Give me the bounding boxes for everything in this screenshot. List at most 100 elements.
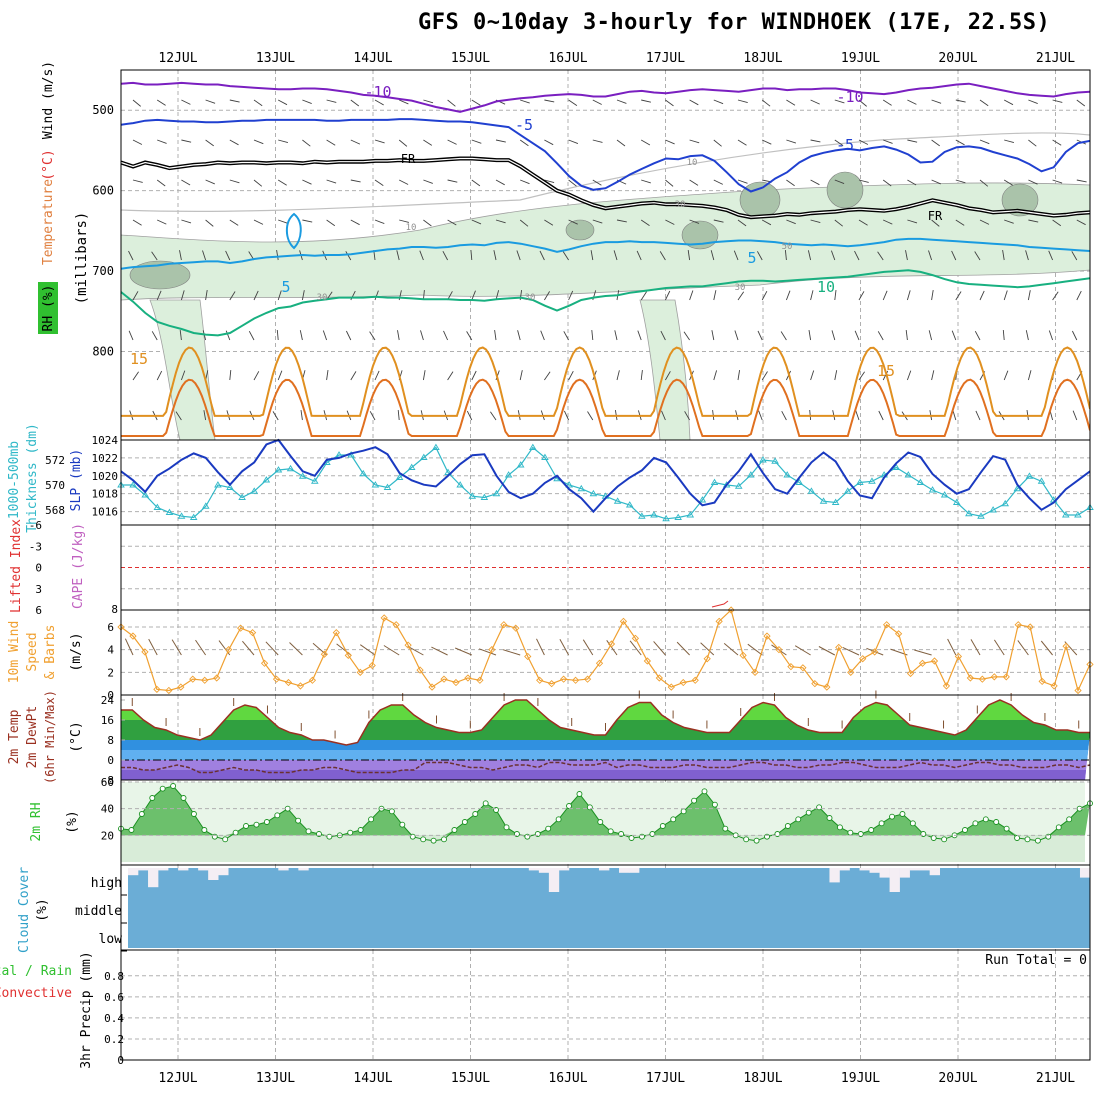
wind-speed-marker bbox=[272, 675, 281, 683]
wind-barb bbox=[299, 330, 303, 341]
wind-barb bbox=[345, 330, 352, 341]
rh-label: 30 bbox=[735, 283, 746, 293]
rh-marker bbox=[836, 824, 843, 831]
rh-label: 10 bbox=[406, 223, 417, 233]
rh-marker bbox=[597, 819, 604, 825]
wind-barb bbox=[689, 219, 700, 224]
wind-speed-marker bbox=[775, 646, 783, 654]
wind-barb bbox=[606, 640, 618, 656]
rh-marker bbox=[1034, 837, 1041, 844]
wind-barb bbox=[422, 370, 426, 381]
rh-marker bbox=[555, 816, 562, 823]
chart-title: GFS 0~10day 3-hourly for WINDHOEK (17E, … bbox=[418, 10, 1051, 35]
thickness-marker bbox=[420, 453, 428, 460]
wind-speed-marker bbox=[1014, 621, 1022, 629]
wind-barb bbox=[1052, 99, 1063, 103]
wind-barb bbox=[723, 643, 739, 656]
wind-barb bbox=[350, 371, 357, 381]
thickness-marker bbox=[371, 481, 380, 488]
panel-frame bbox=[120, 949, 1091, 1061]
wind-speed-marker bbox=[631, 634, 640, 642]
thickness-marker bbox=[843, 487, 852, 494]
wind-barb bbox=[878, 410, 884, 421]
wind-barb bbox=[710, 250, 715, 261]
wind-barb bbox=[253, 139, 264, 145]
wind-barb bbox=[180, 290, 185, 301]
wind-barb bbox=[360, 644, 376, 656]
wind-barb bbox=[374, 370, 380, 381]
isotherm-line bbox=[121, 346, 1090, 417]
freezing-label: FR bbox=[401, 152, 416, 166]
rh-marker bbox=[545, 825, 552, 832]
date-label-top: 14JUL bbox=[353, 51, 392, 66]
wind-barb bbox=[931, 99, 942, 104]
thickness-marker bbox=[238, 493, 246, 500]
wind-barb bbox=[301, 290, 305, 301]
cloud-high-bar bbox=[538, 868, 550, 873]
date-label-bottom: 16JUL bbox=[548, 1071, 587, 1086]
wind-barb bbox=[181, 219, 192, 224]
wind-speed-marker bbox=[871, 648, 879, 656]
rh-marker bbox=[941, 836, 948, 843]
wind-barb bbox=[132, 99, 141, 107]
upper-air-layer: -10 -10 -5 -5 5 5 10 15 15 FR FR 10 10 30 30 30 50 30 bbox=[121, 81, 1090, 440]
thickness-marker bbox=[759, 456, 767, 463]
wind-speed-marker bbox=[918, 659, 927, 667]
thickness-marker bbox=[807, 487, 816, 494]
wind-barb bbox=[151, 251, 158, 261]
wind-barb bbox=[883, 219, 893, 225]
wind-barb bbox=[734, 330, 739, 341]
pressure-tick: 500 bbox=[92, 103, 114, 117]
wind-barb bbox=[229, 99, 240, 103]
wind-barb bbox=[614, 330, 618, 341]
thickness-line bbox=[121, 446, 1091, 520]
dewpoint-axis-label: 2m DewPt bbox=[25, 706, 40, 769]
wind-barb bbox=[447, 99, 456, 107]
rh-marker bbox=[909, 820, 916, 827]
wind-barb bbox=[179, 250, 182, 261]
isotherm-label: -5 bbox=[515, 116, 533, 134]
wind-barb bbox=[502, 649, 521, 656]
thickness-marker bbox=[529, 443, 537, 450]
wind-barb bbox=[276, 250, 279, 261]
rh-marker bbox=[962, 827, 968, 833]
rh-marker bbox=[222, 836, 229, 843]
wind-barb bbox=[831, 330, 836, 341]
wind-barb bbox=[807, 250, 812, 261]
wind-speed-marker bbox=[859, 655, 867, 663]
precip-tick: 0.6 bbox=[104, 991, 124, 1004]
rh-marker bbox=[243, 823, 249, 829]
wind-barb bbox=[563, 410, 570, 421]
wind-barb bbox=[758, 410, 763, 421]
date-label-bottom: 19JUL bbox=[841, 1071, 880, 1086]
wind-speed-marker bbox=[787, 663, 795, 671]
precip-tick: 0.2 bbox=[104, 1033, 124, 1046]
lifted-index-tick: -6 bbox=[29, 519, 42, 532]
wind-barb bbox=[1028, 139, 1037, 147]
wind-axis-label: & Barbs bbox=[43, 625, 58, 680]
wind-barb bbox=[979, 219, 990, 225]
wind-barb bbox=[326, 219, 336, 227]
wind-barb bbox=[171, 639, 182, 656]
wind-barb bbox=[517, 330, 521, 341]
wind-barb bbox=[471, 179, 481, 187]
date-label-bottom: 17JUL bbox=[646, 1071, 685, 1086]
wind-barb bbox=[289, 642, 303, 656]
wind-speed-marker bbox=[942, 682, 951, 690]
wind-barb bbox=[636, 250, 642, 261]
thickness-marker bbox=[541, 453, 549, 460]
wind-speed-marker bbox=[906, 669, 915, 678]
wind-speed-marker bbox=[703, 655, 711, 663]
wind-axis-label: 10m Wind bbox=[7, 621, 22, 684]
wind-barb bbox=[1071, 251, 1078, 261]
date-label-bottom: 20JUL bbox=[938, 1071, 977, 1086]
rh-marker bbox=[1014, 835, 1021, 841]
thickness-marker bbox=[456, 481, 464, 488]
wind-barb bbox=[834, 139, 844, 146]
slp-tick: 1020 bbox=[92, 470, 119, 483]
wind-barb bbox=[205, 290, 208, 301]
thickness-marker bbox=[771, 457, 779, 464]
isotherm--5 bbox=[121, 118, 1090, 193]
wind-barb bbox=[455, 647, 472, 656]
